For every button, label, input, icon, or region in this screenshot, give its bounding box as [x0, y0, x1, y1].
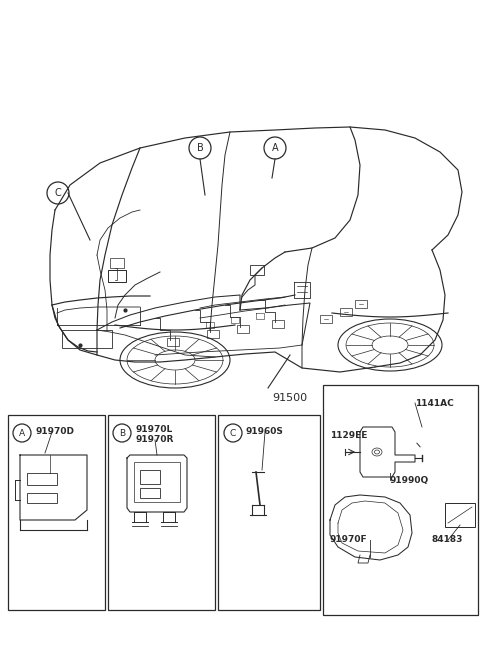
Bar [108, 415, 215, 610]
Bar [355, 300, 367, 308]
Text: 91960S: 91960S [246, 428, 284, 436]
Text: 91970R: 91970R [135, 436, 173, 445]
Bar [250, 265, 264, 275]
Bar [110, 258, 124, 268]
Text: 91500: 91500 [272, 393, 307, 403]
Text: 91970L: 91970L [135, 424, 172, 434]
Text: 91970D: 91970D [35, 428, 74, 436]
Bar [272, 320, 284, 328]
Bar [445, 503, 475, 527]
Bar [27, 493, 57, 503]
Text: C: C [230, 428, 236, 438]
Text: A: A [272, 143, 278, 153]
Bar [218, 415, 320, 610]
Bar [140, 470, 160, 484]
Bar [62, 330, 112, 348]
Text: 91990Q: 91990Q [390, 476, 429, 485]
Text: 1141AC: 1141AC [415, 398, 454, 407]
Bar [320, 315, 332, 323]
Text: B: B [197, 143, 204, 153]
Bar [323, 385, 478, 615]
Bar [134, 462, 180, 502]
Text: C: C [55, 188, 61, 198]
Bar [340, 308, 352, 316]
Text: 91970F: 91970F [330, 536, 368, 544]
Bar [237, 325, 249, 333]
Bar [8, 415, 105, 610]
Bar [108, 270, 126, 282]
Bar [140, 488, 160, 498]
Text: 84183: 84183 [432, 536, 463, 544]
Text: B: B [119, 428, 125, 438]
Bar [207, 330, 219, 338]
Text: A: A [19, 428, 25, 438]
Bar [167, 338, 179, 346]
Text: 1129EE: 1129EE [330, 430, 367, 440]
Bar [27, 473, 57, 485]
